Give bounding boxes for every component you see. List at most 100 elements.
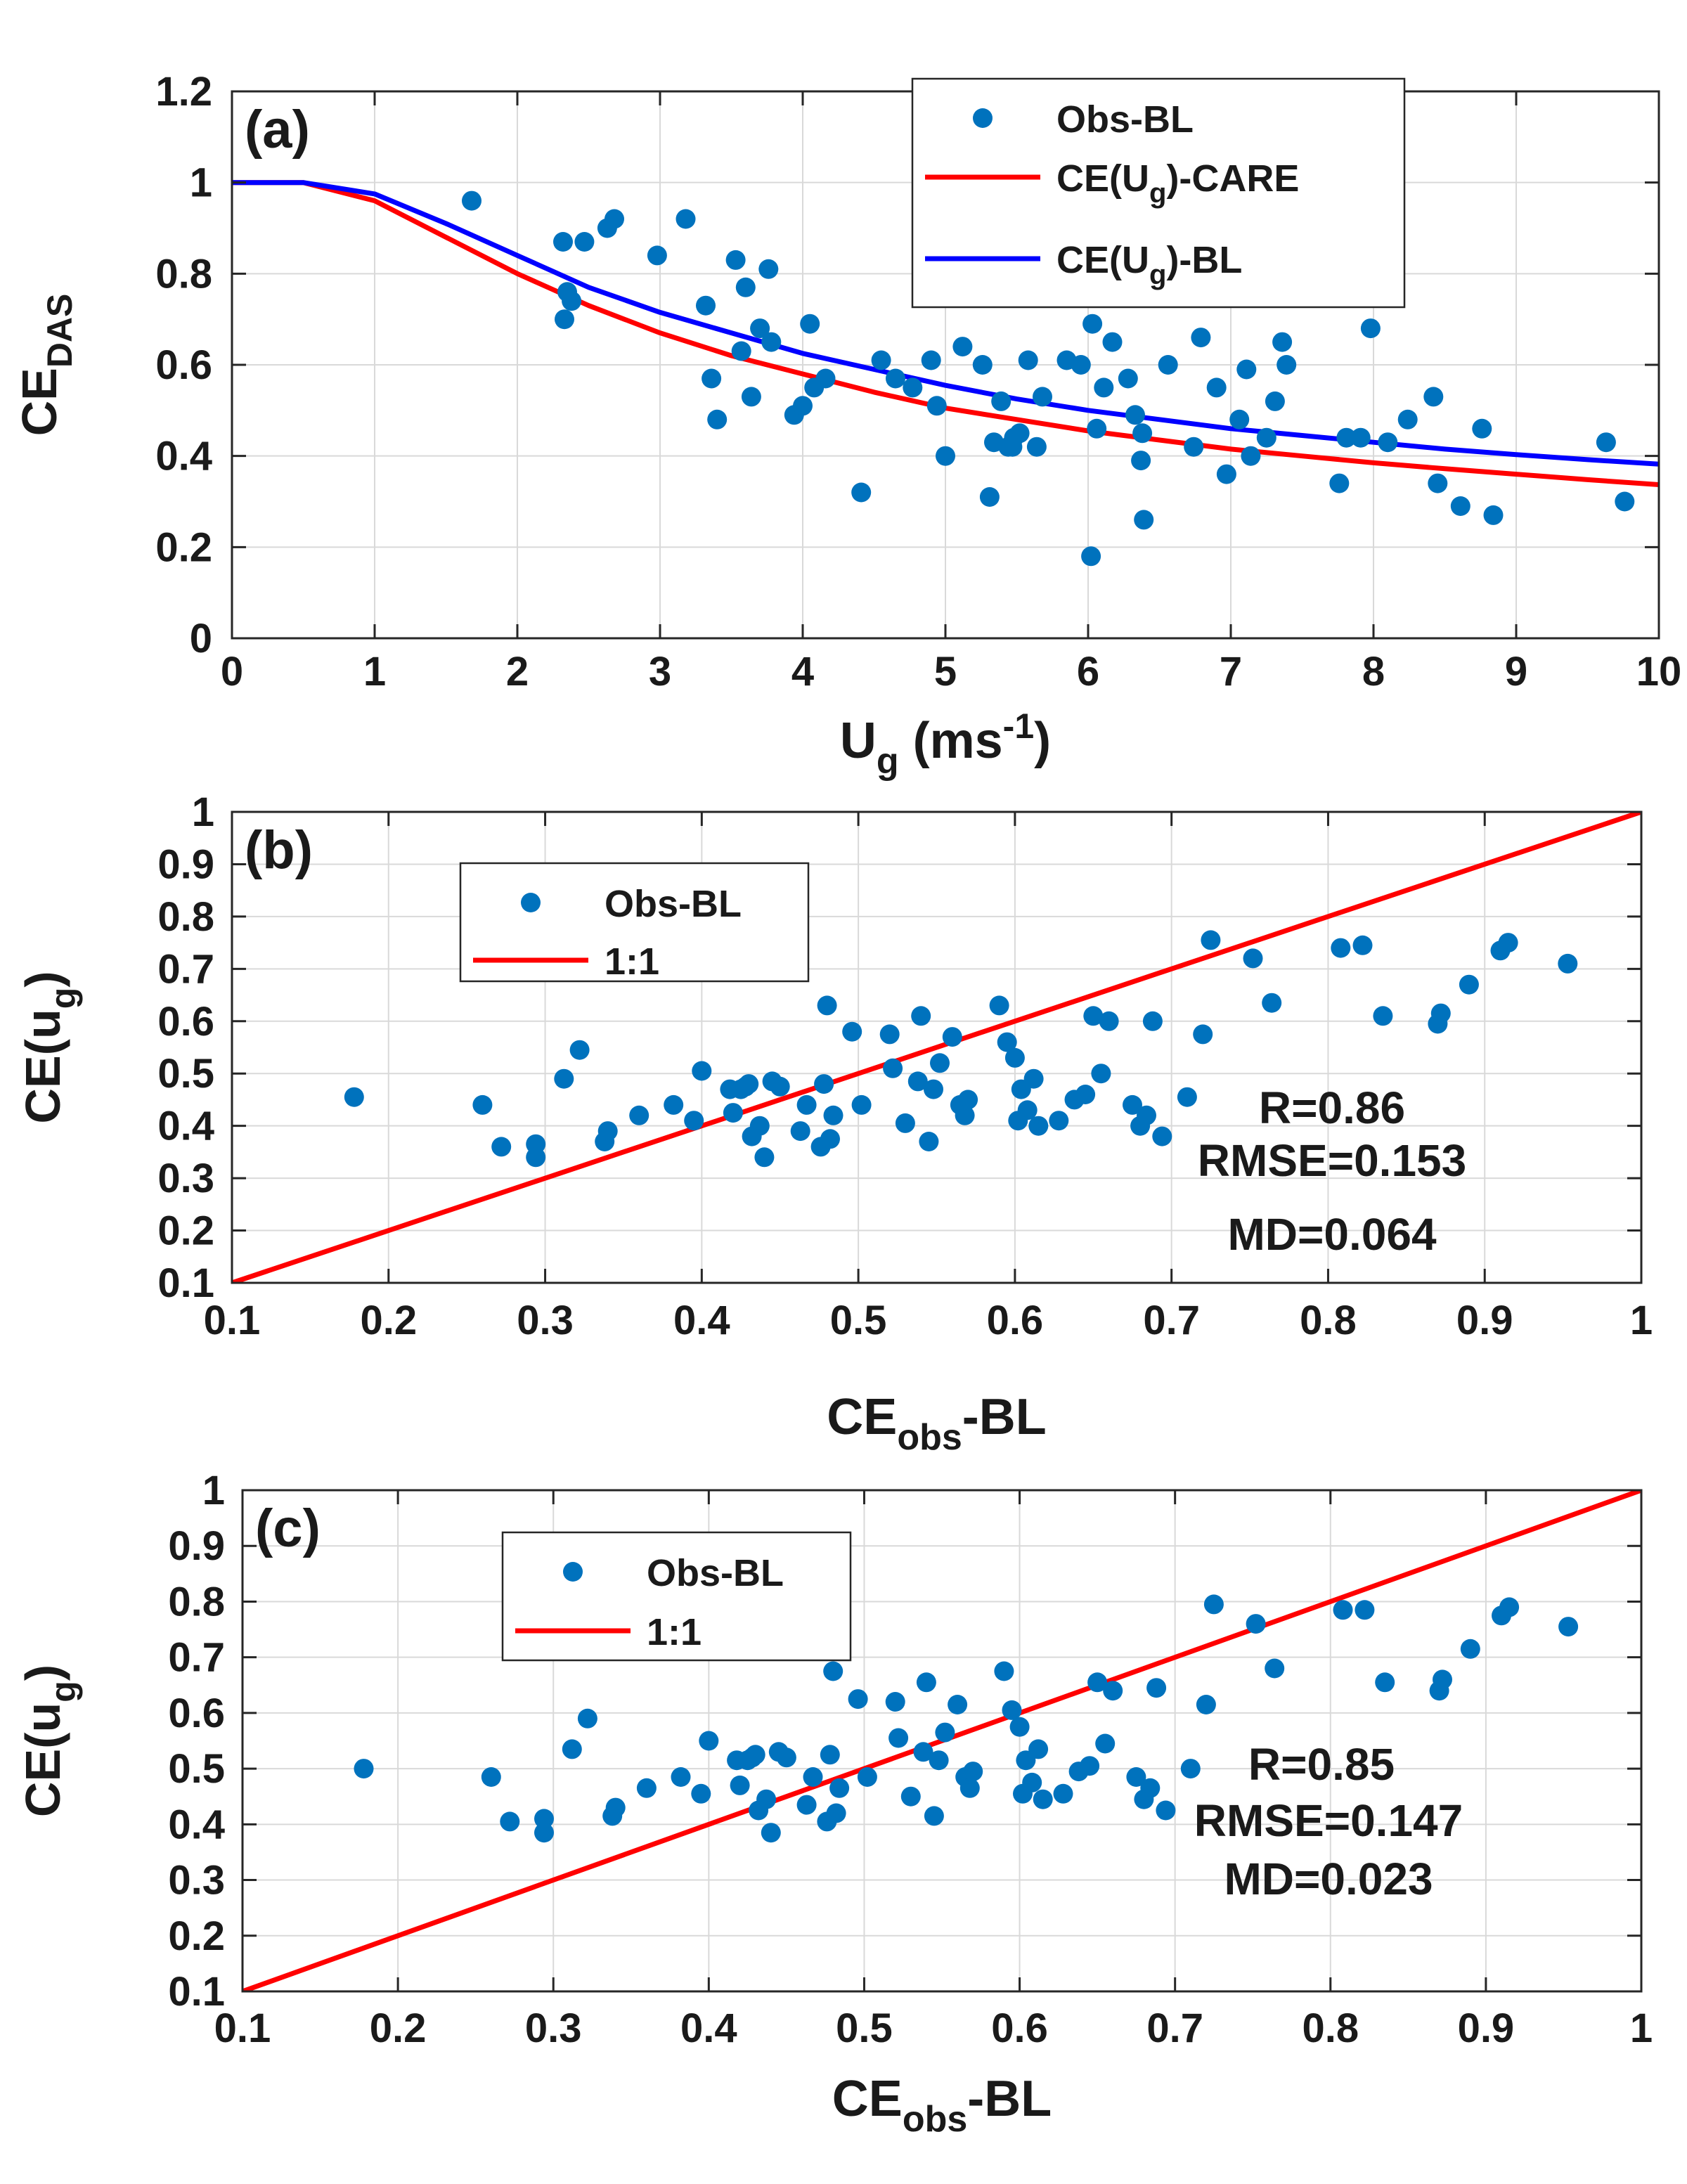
- panel-label: (c): [255, 1499, 321, 1558]
- data-point: [569, 1040, 590, 1060]
- y-axis-label-tail: ): [15, 1665, 70, 1681]
- y-axis-label-tail: ): [15, 971, 70, 987]
- data-point: [354, 1759, 374, 1779]
- data-point: [1355, 1600, 1375, 1620]
- data-point: [1333, 1600, 1353, 1620]
- data-point: [1459, 974, 1479, 995]
- y-tick-label: 0.5: [157, 1051, 214, 1097]
- data-point: [577, 1708, 597, 1729]
- data-point: [823, 1661, 844, 1681]
- stat-label: RMSE=0.153: [1198, 1135, 1466, 1186]
- data-point: [790, 1121, 810, 1142]
- data-point: [553, 232, 573, 252]
- data-point: [916, 1672, 936, 1693]
- x-tick-label: 0.3: [525, 2005, 582, 2051]
- y-tick-label: 0.9: [157, 841, 214, 887]
- series-line-a-1: [232, 180, 1659, 467]
- data-point: [1071, 355, 1091, 375]
- data-point: [1152, 1126, 1172, 1146]
- data-point: [929, 1750, 949, 1771]
- data-point: [557, 282, 577, 302]
- data-point: [1083, 1006, 1104, 1026]
- data-point: [1087, 418, 1107, 439]
- x-tick-label: 5: [934, 649, 957, 694]
- legend-label-main: Obs-BL: [647, 1552, 784, 1594]
- data-point: [848, 1689, 868, 1710]
- data-point: [1430, 1003, 1451, 1023]
- data-point: [1080, 1756, 1100, 1776]
- x-axis-label-sub: obs: [903, 2099, 967, 2140]
- stat-label: RMSE=0.147: [1194, 1795, 1463, 1846]
- data-point: [761, 1823, 781, 1843]
- y-axis-label-sub: DAS: [40, 294, 79, 368]
- x-axis-label-main: CE: [832, 2071, 903, 2127]
- x-axis-label-sub: g: [877, 741, 899, 782]
- data-point: [958, 1090, 978, 1110]
- y-axis-label: CE(ug): [15, 1665, 83, 1817]
- data-point: [1256, 427, 1276, 448]
- data-point: [955, 1105, 975, 1125]
- ticks: [231, 810, 1643, 1284]
- x-tick-label: 4: [791, 649, 814, 694]
- data-point: [1428, 473, 1448, 493]
- data-point: [1158, 355, 1178, 375]
- data-point: [921, 350, 941, 370]
- data-point: [1596, 432, 1616, 453]
- x-tick-label: 0.8: [1300, 1298, 1357, 1343]
- data-point: [344, 1087, 364, 1107]
- data-point: [664, 1094, 684, 1115]
- legend-label-tail: )-CARE: [1166, 157, 1299, 200]
- data-point: [942, 1027, 962, 1047]
- data-point: [959, 1778, 980, 1798]
- data-point: [574, 232, 595, 252]
- data-point: [796, 1795, 817, 1815]
- data-point: [758, 259, 779, 279]
- data-point: [491, 1137, 512, 1157]
- y-axis-label-main: CE(u: [15, 1009, 70, 1123]
- data-point: [1156, 1800, 1176, 1821]
- stat-label: R=0.85: [1248, 1739, 1395, 1790]
- data-point: [699, 1731, 719, 1751]
- data-point: [1378, 432, 1398, 453]
- y-tick-label: 0.1: [157, 1260, 214, 1306]
- data-point: [1140, 1778, 1161, 1798]
- data-point: [814, 1074, 834, 1094]
- data-point: [1134, 510, 1154, 530]
- panel-label: (a): [245, 100, 310, 160]
- data-point: [554, 1068, 574, 1089]
- data-point: [647, 245, 667, 266]
- data-point: [885, 1692, 905, 1712]
- data-point: [997, 1032, 1017, 1052]
- data-point: [1229, 409, 1250, 429]
- x-tick-label: 0.6: [987, 1298, 1044, 1343]
- x-tick-label: 7: [1220, 649, 1242, 694]
- data-point: [935, 1722, 955, 1743]
- data-point: [979, 487, 1000, 507]
- x-axis-label-tail: -BL: [962, 1389, 1047, 1445]
- data-point: [1433, 1669, 1452, 1690]
- data-point: [691, 1783, 711, 1804]
- data-point: [1483, 505, 1504, 525]
- data-point: [1336, 427, 1357, 448]
- data-point: [1191, 328, 1211, 348]
- data-point: [1558, 1617, 1579, 1637]
- data-point: [1075, 1085, 1096, 1104]
- data-point: [1091, 1064, 1111, 1084]
- y-tick-label: 0.5: [168, 1746, 225, 1792]
- x-tick-label: 0.1: [214, 2005, 271, 2051]
- data-point: [749, 1116, 770, 1136]
- data-point: [1099, 1011, 1119, 1031]
- data-point: [534, 1809, 554, 1829]
- x-axis-label-main: CE: [827, 1389, 897, 1445]
- data-point: [1184, 437, 1204, 457]
- data-point: [1206, 377, 1227, 398]
- x-axis-label: CEobs-BL: [832, 2071, 1052, 2140]
- data-point: [481, 1767, 501, 1787]
- x-tick-label: 0.6: [991, 2005, 1048, 2051]
- data-point: [820, 1129, 840, 1149]
- data-point: [895, 1113, 915, 1133]
- data-point: [1350, 427, 1371, 448]
- data-point: [948, 1695, 968, 1714]
- legend: Obs-BL 1:1: [501, 1531, 852, 1662]
- data-point: [926, 396, 947, 416]
